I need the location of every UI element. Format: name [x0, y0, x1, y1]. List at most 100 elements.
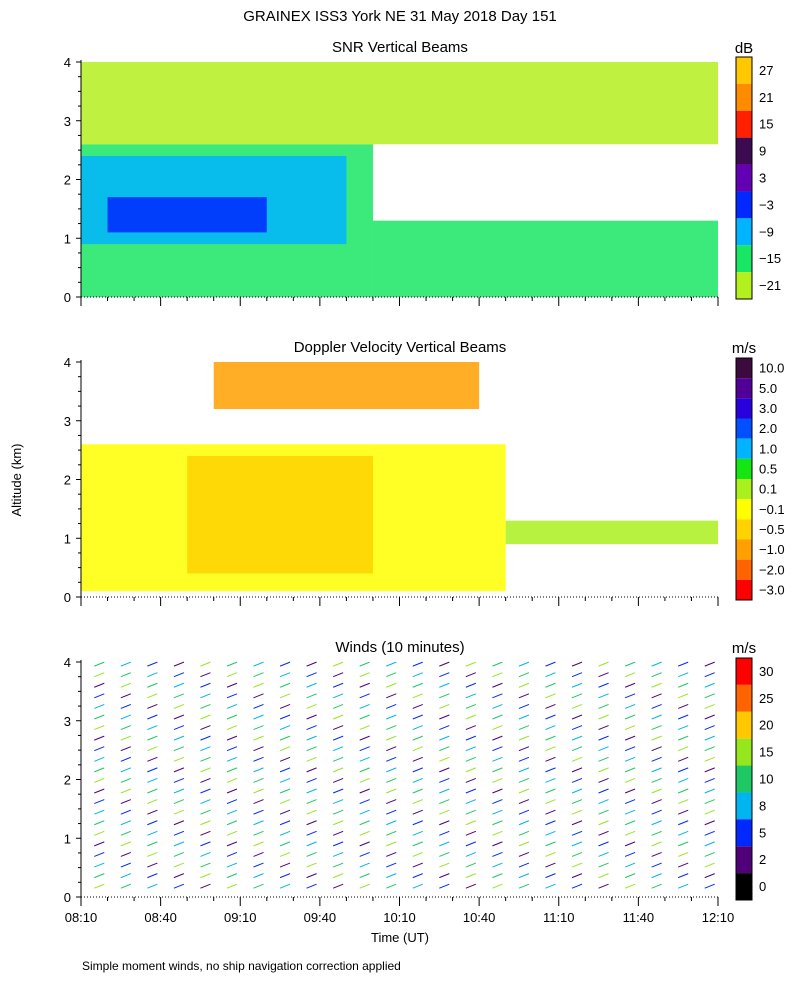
- colorbar-label: −21: [759, 278, 781, 293]
- wind-barb: [279, 883, 291, 889]
- wind-barb: [492, 682, 503, 688]
- wind-barb: [571, 661, 583, 667]
- wind-barb: [253, 703, 264, 709]
- wind-barb: [678, 693, 689, 699]
- wind-barb: [545, 746, 556, 752]
- wind-barb: [598, 714, 609, 720]
- wind-barb: [492, 788, 503, 794]
- wind-barb: [412, 703, 423, 709]
- wind-barb: [120, 756, 131, 762]
- wind-barb: [598, 841, 609, 847]
- barb-column-22: [678, 661, 689, 889]
- x-tick-label: 08:10: [65, 910, 98, 925]
- wind-barb: [598, 830, 609, 836]
- wind-barb: [465, 777, 477, 783]
- wind-barb: [624, 777, 636, 783]
- colorbar-label: −1.0: [759, 542, 785, 557]
- wind-barb: [518, 841, 530, 847]
- wind-barb: [226, 661, 238, 667]
- wind-barb: [253, 777, 264, 783]
- wind-barb: [545, 767, 556, 773]
- wind-barb: [279, 851, 291, 857]
- wind-barb: [253, 830, 264, 836]
- wind-barb: [492, 703, 503, 709]
- barb-column-5: [226, 661, 238, 889]
- wind-barb: [226, 883, 238, 889]
- wind-barb: [359, 809, 370, 815]
- wind-barb: [492, 851, 503, 857]
- wind-barb: [173, 788, 185, 794]
- doppler-units-label: m/s: [732, 340, 756, 357]
- colorbar-label: 8: [759, 798, 766, 813]
- wind-barb: [545, 788, 556, 794]
- wind-barb: [94, 693, 105, 699]
- wind-barb: [678, 799, 689, 805]
- wind-barb: [173, 777, 185, 783]
- y-tick-label: 1: [64, 831, 71, 846]
- wind-barb: [624, 788, 636, 794]
- wind-barb: [518, 851, 530, 857]
- wind-barb: [651, 703, 662, 709]
- wind-barb: [678, 735, 689, 741]
- wind-barb: [571, 703, 583, 709]
- wind-barb: [412, 809, 423, 815]
- wind-barb: [465, 788, 477, 794]
- wind-barb: [279, 725, 291, 731]
- wind-barb: [492, 809, 503, 815]
- wind-barb: [439, 725, 450, 731]
- wind-barb: [598, 820, 609, 826]
- wind-barb: [704, 851, 715, 857]
- wind-barb: [624, 714, 636, 720]
- wind-barb: [571, 746, 583, 752]
- wind-barb: [94, 672, 105, 678]
- wind-barb: [598, 862, 609, 868]
- wind-barb: [412, 735, 423, 741]
- x-tick-label: 09:10: [224, 910, 257, 925]
- wind-barb: [412, 841, 423, 847]
- data-region-3: [213, 362, 480, 409]
- wind-barb: [253, 767, 264, 773]
- wind-barb: [253, 862, 264, 868]
- wind-barb: [200, 703, 211, 709]
- wind-barb: [518, 809, 530, 815]
- wind-barb: [678, 883, 689, 889]
- wind-barb: [253, 883, 264, 889]
- wind-barb: [94, 851, 105, 857]
- wind-barb: [545, 682, 556, 688]
- barb-column-20: [624, 661, 636, 889]
- wind-barb: [359, 756, 370, 762]
- wind-barb: [651, 672, 662, 678]
- wind-barb: [120, 672, 131, 678]
- y-tick-label: 3: [64, 414, 71, 429]
- wind-barb: [465, 767, 477, 773]
- wind-barb: [306, 756, 317, 762]
- wind-barb: [173, 661, 185, 667]
- wind-barb: [386, 703, 397, 709]
- wind-barb: [94, 682, 105, 688]
- x-tick-label: 11:40: [623, 910, 655, 925]
- y-tick-label: 0: [64, 290, 71, 305]
- wind-barb: [279, 841, 291, 847]
- wind-barb: [704, 809, 715, 815]
- y-tick-label: 2: [64, 473, 71, 488]
- wind-barb: [147, 693, 158, 699]
- wind-barb: [704, 767, 715, 773]
- wind-barb: [200, 756, 211, 762]
- wind-barb: [678, 682, 689, 688]
- wind-barb: [279, 777, 291, 783]
- colorbar-swatch: [736, 438, 752, 459]
- wind-barb: [147, 851, 158, 857]
- wind-barb: [624, 756, 636, 762]
- wind-barb: [200, 809, 211, 815]
- wind-barb: [120, 883, 131, 889]
- wind-barb: [386, 714, 397, 720]
- wind-barb: [651, 788, 662, 794]
- wind-barb: [253, 682, 264, 688]
- wind-barb: [465, 799, 477, 805]
- wind-barb: [173, 799, 185, 805]
- wind-barb: [120, 661, 131, 667]
- colorbar-label: 0.5: [759, 461, 777, 476]
- wind-barb: [598, 767, 609, 773]
- barb-column-8: [306, 661, 317, 889]
- wind-barb: [439, 756, 450, 762]
